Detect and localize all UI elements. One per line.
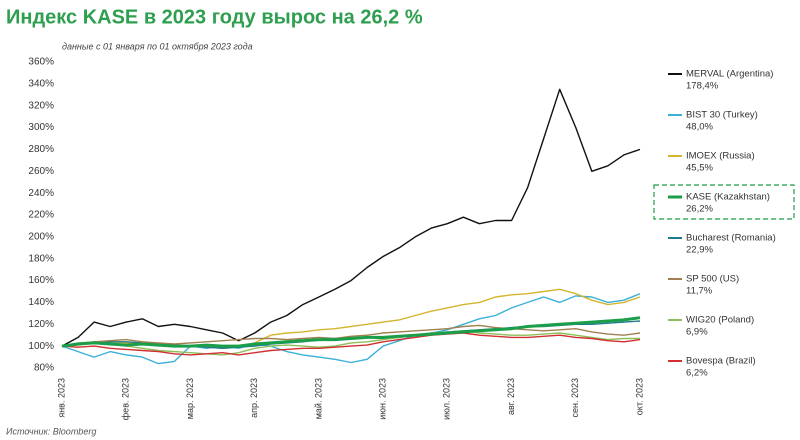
legend-label: Bucharest (Romania) — [686, 233, 776, 244]
x-tick-label: май. 2023 — [313, 378, 323, 419]
legend-change: 26,2% — [686, 204, 713, 215]
y-tick-label: 360% — [28, 57, 54, 68]
legend-highlight — [653, 184, 795, 220]
y-tick-label: 300% — [28, 122, 54, 133]
x-tick-label: июн. 2023 — [377, 378, 387, 420]
x-tick-label: сен. 2023 — [570, 378, 580, 418]
legend-change: 45,5% — [686, 163, 713, 174]
y-tick-label: 180% — [28, 253, 54, 264]
y-tick-label: 120% — [28, 319, 54, 330]
series-line — [61, 324, 641, 347]
source: Источник: Bloomberg — [6, 426, 96, 436]
y-tick-label: 80% — [34, 363, 54, 374]
series-line — [61, 88, 641, 347]
y-tick-label: 320% — [28, 100, 54, 111]
y-tick-label: 220% — [28, 210, 54, 221]
legend-change: 6,2% — [686, 368, 708, 379]
series-line — [61, 293, 641, 365]
legend-label: IMOEX (Russia) — [686, 151, 755, 162]
y-tick-label: 260% — [28, 166, 54, 177]
y-tick-label: 100% — [28, 341, 54, 352]
y-tick-label: 140% — [28, 297, 54, 308]
y-tick-label: 160% — [28, 275, 54, 286]
x-tick-label: фев. 2023 — [121, 378, 131, 420]
series-line — [61, 316, 641, 348]
y-tick-label: 240% — [28, 188, 54, 199]
x-tick-label: мар. 2023 — [185, 378, 195, 419]
legend-label: WIG20 (Poland) — [686, 315, 754, 326]
y-tick-label: 340% — [28, 78, 54, 89]
x-tick-label: авг. 2023 — [506, 378, 516, 415]
y-tick-label: 200% — [28, 231, 54, 242]
legend-change: 48,0% — [686, 122, 713, 133]
legend-label: MERVAL (Argentina) — [686, 69, 773, 80]
legend-label: BIST 30 (Turkey) — [686, 110, 758, 121]
legend-label: Bovespa (Brazil) — [686, 356, 756, 367]
legend-change: 22,9% — [686, 245, 713, 256]
x-tick-label: апр. 2023 — [249, 378, 259, 418]
legend-change: 6,9% — [686, 327, 708, 338]
y-tick-label: 280% — [28, 144, 54, 155]
chart-title: Индекс KASE в 2023 году вырос на 26,2 % — [6, 6, 423, 28]
legend-label: KASE (Kazakhstan) — [686, 192, 770, 203]
legend-change: 11,7% — [686, 286, 713, 297]
legend-change: 178,4% — [686, 81, 719, 92]
series-line — [61, 332, 641, 356]
chart-subtitle: данные с 01 января по 01 октября 2023 го… — [62, 41, 253, 51]
legend-label: SP 500 (US) — [686, 274, 739, 285]
x-tick-label: янв. 2023 — [56, 378, 66, 418]
series-line — [61, 330, 640, 356]
x-tick-label: окт. 2023 — [634, 378, 644, 415]
x-tick-label: июл. 2023 — [442, 378, 452, 420]
